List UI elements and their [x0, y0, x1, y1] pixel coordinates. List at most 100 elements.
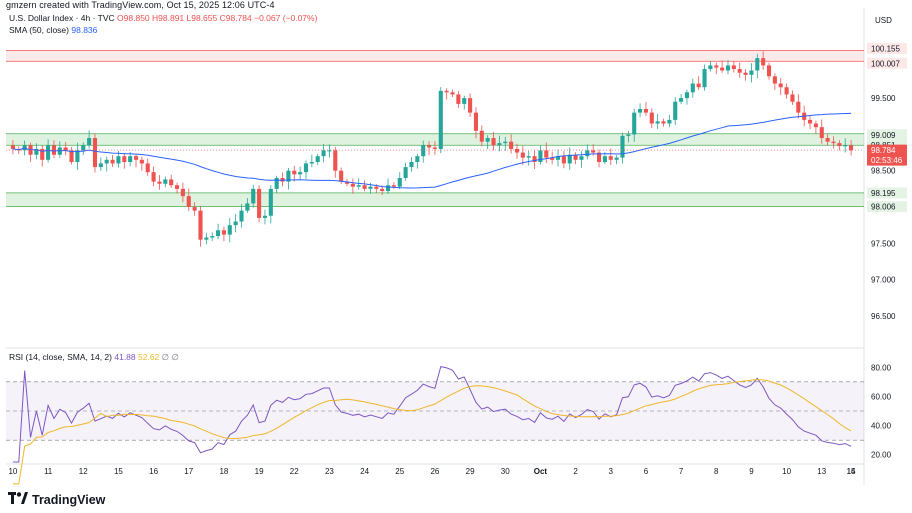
candle-body[interactable]: [204, 237, 209, 240]
candle-body[interactable]: [415, 156, 420, 162]
candle-body[interactable]: [837, 143, 842, 147]
candle-body[interactable]: [796, 101, 801, 113]
candle-body[interactable]: [649, 112, 654, 124]
candle-body[interactable]: [702, 69, 707, 88]
candle-body[interactable]: [233, 221, 238, 226]
candle-body[interactable]: [251, 188, 256, 204]
candle-body[interactable]: [444, 90, 449, 93]
candle-body[interactable]: [174, 185, 180, 189]
candle-body[interactable]: [339, 170, 344, 182]
candle-body[interactable]: [720, 67, 725, 71]
candle-body[interactable]: [87, 138, 92, 146]
candle-body[interactable]: [139, 159, 144, 164]
candle-body[interactable]: [479, 130, 484, 142]
candle-body[interactable]: [128, 156, 133, 162]
candle-body[interactable]: [380, 188, 385, 192]
candle-body[interactable]: [374, 186, 379, 189]
candle-body[interactable]: [116, 156, 121, 164]
candle-body[interactable]: [262, 215, 268, 218]
candle-body[interactable]: [626, 134, 631, 136]
candle-body[interactable]: [591, 150, 596, 153]
candle-body[interactable]: [614, 157, 619, 160]
candle-body[interactable]: [391, 185, 396, 187]
candle-body[interactable]: [538, 150, 543, 162]
candle-body[interactable]: [503, 141, 508, 144]
candle-body[interactable]: [450, 92, 455, 95]
candle-body[interactable]: [356, 185, 361, 187]
candle-body[interactable]: [462, 98, 467, 104]
candle-body[interactable]: [403, 167, 408, 178]
candle-body[interactable]: [473, 112, 479, 131]
candle-body[interactable]: [210, 236, 215, 238]
candle-body[interactable]: [509, 141, 514, 149]
candle-body[interactable]: [761, 58, 766, 66]
candle-body[interactable]: [555, 156, 561, 160]
candle-body[interactable]: [98, 163, 103, 168]
candle-body[interactable]: [286, 170, 291, 182]
candle-body[interactable]: [567, 154, 572, 164]
candle-body[interactable]: [468, 98, 473, 113]
candle-body[interactable]: [34, 148, 39, 155]
candle-body[interactable]: [198, 210, 203, 240]
candle-body[interactable]: [602, 156, 607, 162]
candle-body[interactable]: [409, 162, 414, 168]
candle-body[interactable]: [696, 83, 701, 88]
candle-body[interactable]: [843, 145, 848, 147]
candle-body[interactable]: [163, 179, 168, 184]
candle-body[interactable]: [608, 156, 613, 160]
candle-body[interactable]: [92, 138, 98, 168]
candle-body[interactable]: [755, 58, 760, 71]
candle-body[interactable]: [532, 156, 537, 162]
candle-body[interactable]: [274, 177, 279, 189]
candle-body[interactable]: [169, 179, 174, 186]
candle-body[interactable]: [620, 135, 625, 158]
candle-body[interactable]: [714, 65, 719, 68]
candle-body[interactable]: [133, 156, 139, 160]
candle-body[interactable]: [75, 150, 80, 162]
candle-body[interactable]: [427, 145, 432, 148]
candle-body[interactable]: [145, 163, 150, 173]
candle-body[interactable]: [40, 148, 45, 160]
candle-body[interactable]: [526, 156, 531, 158]
candle-body[interactable]: [725, 65, 731, 71]
candle-body[interactable]: [596, 152, 602, 162]
candle-body[interactable]: [708, 65, 713, 70]
candle-body[interactable]: [362, 185, 367, 189]
symbol-legend[interactable]: U.S. Dollar Index · 4h · TVC O98.850 H98…: [9, 13, 317, 23]
candle-body[interactable]: [385, 185, 391, 192]
candle-body[interactable]: [825, 138, 830, 142]
candle-body[interactable]: [298, 172, 303, 175]
candle-body[interactable]: [69, 150, 74, 162]
candle-body[interactable]: [292, 170, 297, 175]
candle-body[interactable]: [315, 156, 320, 162]
candle-body[interactable]: [81, 145, 86, 151]
candle-body[interactable]: [438, 90, 443, 149]
candle-body[interactable]: [186, 196, 191, 208]
candle-body[interactable]: [849, 145, 854, 151]
candle-body[interactable]: [110, 159, 115, 164]
candle-body[interactable]: [192, 207, 197, 211]
candle-body[interactable]: [432, 147, 437, 149]
candle-body[interactable]: [257, 188, 262, 218]
candle-body[interactable]: [180, 188, 185, 197]
candle-body[interactable]: [579, 156, 584, 160]
candle-body[interactable]: [749, 70, 754, 75]
candle-body[interactable]: [573, 154, 578, 160]
candle-body[interactable]: [638, 108, 643, 113]
candle-body[interactable]: [743, 72, 748, 75]
candle-body[interactable]: [333, 150, 338, 171]
candle-body[interactable]: [216, 230, 221, 237]
candle-body[interactable]: [46, 145, 51, 160]
candle-body[interactable]: [667, 119, 672, 124]
candle-body[interactable]: [766, 65, 772, 77]
candle-body[interactable]: [772, 76, 777, 84]
candle-body[interactable]: [661, 121, 666, 124]
candle-body[interactable]: [561, 156, 566, 164]
candle-body[interactable]: [456, 94, 461, 104]
candle-body[interactable]: [57, 147, 62, 155]
candle-body[interactable]: [778, 83, 783, 88]
candle-body[interactable]: [309, 162, 314, 164]
candle-body[interactable]: [421, 145, 426, 157]
candle-body[interactable]: [122, 156, 127, 162]
candle-body[interactable]: [491, 138, 496, 146]
